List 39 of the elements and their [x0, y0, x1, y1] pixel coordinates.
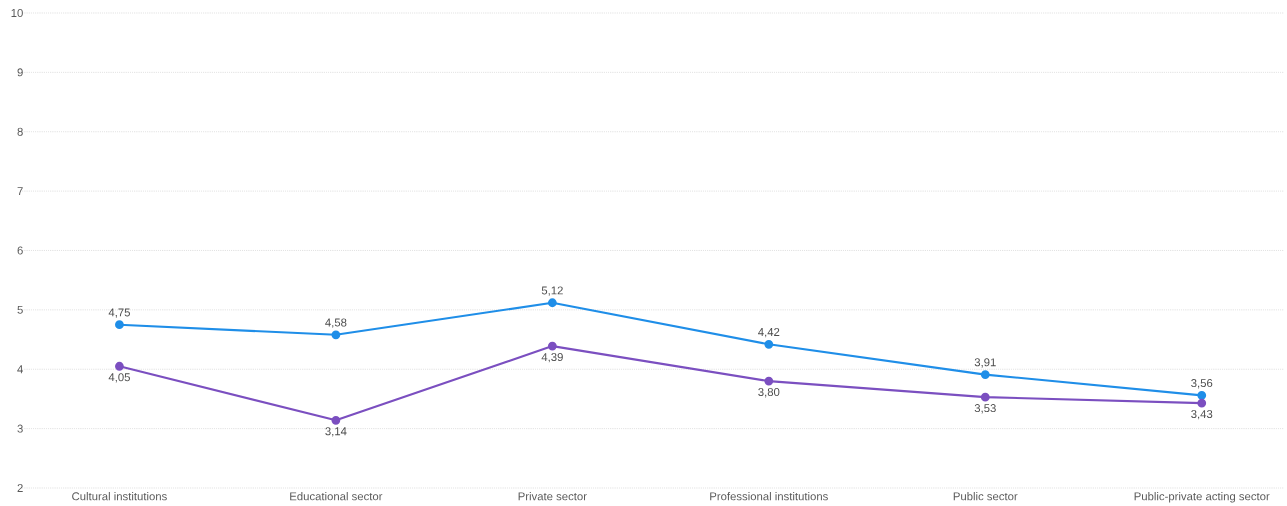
point	[547, 298, 557, 308]
x-tick-label: Educational sector	[290, 492, 383, 501]
y-tick-label: 6	[17, 246, 23, 255]
data-label: 3,91	[974, 358, 996, 368]
x-tick-label: Private sector	[518, 492, 587, 501]
y-tick-label: 7	[17, 187, 23, 196]
point	[331, 415, 341, 425]
x-tick-label: Professional institutions	[710, 492, 828, 501]
y-tick-label: 2	[17, 484, 23, 492]
data-label: 4,05	[108, 373, 130, 383]
data-label: 3,56	[1191, 379, 1213, 389]
y-tick-label: 10	[11, 8, 23, 17]
point	[331, 330, 341, 340]
data-label: 4,39	[541, 353, 563, 363]
data-label: 3,43	[1191, 410, 1213, 420]
x-tick-label: Public sector	[953, 492, 1018, 501]
x-tick-label: Public-private acting sector	[1134, 492, 1270, 503]
data-label: 4,58	[325, 318, 347, 328]
y-tick-label: 8	[17, 127, 23, 136]
data-label: 3,53	[974, 404, 996, 414]
point	[980, 370, 990, 379]
data-label: 5,12	[541, 286, 563, 296]
y-tick-label: 5	[17, 305, 23, 314]
point	[764, 339, 774, 349]
point	[115, 320, 124, 330]
x-tick-label: Cultural institutions	[72, 492, 167, 501]
point	[980, 392, 990, 402]
point	[1197, 390, 1207, 400]
point	[1197, 398, 1207, 408]
data-label: 4,75	[108, 308, 130, 318]
y-tick-label: 4	[17, 365, 23, 374]
point	[764, 376, 774, 386]
y-tick-label: 3	[17, 424, 23, 433]
point	[115, 361, 124, 371]
data-label: 4,42	[758, 328, 780, 338]
data-label: 3,14	[325, 427, 347, 437]
data-label: 3,80	[758, 388, 780, 398]
y-tick-label: 9	[17, 68, 23, 77]
point	[547, 341, 557, 351]
